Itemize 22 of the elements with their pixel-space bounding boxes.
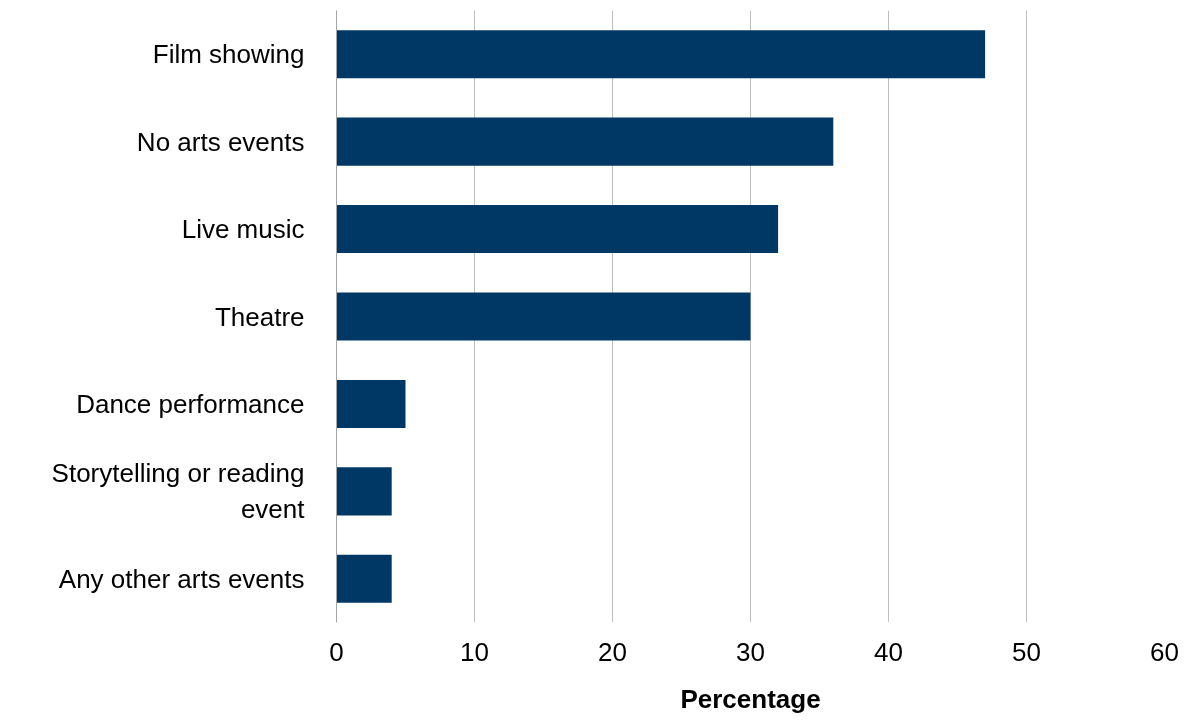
x-tick-label: 10 [460,636,489,667]
x-tick-label: 20 [598,636,627,667]
bar [336,292,751,341]
y-tick-label: Dance performance [76,388,305,419]
y-tick-label: Live music [181,214,305,245]
x-tick-label: 60 [1150,636,1179,667]
x-tick-label: 50 [1012,636,1041,667]
y-tick-label: No arts events [136,126,305,157]
bar [336,30,986,79]
y-tick-label: Theatre [214,301,305,332]
bar [336,205,779,254]
y-tick-label: Any other arts events [58,563,305,594]
y-tick-label: Film showing [152,39,305,70]
x-axis-title: Percentage [680,683,821,714]
x-tick-label: 40 [874,636,903,667]
y-tick-label: Storytelling or reading event [51,458,306,525]
bar [336,379,406,428]
x-tick-label: 0 [329,636,344,667]
x-tick-label: 30 [736,636,765,667]
bar [336,467,392,516]
bar [336,117,834,166]
bar [336,554,392,603]
